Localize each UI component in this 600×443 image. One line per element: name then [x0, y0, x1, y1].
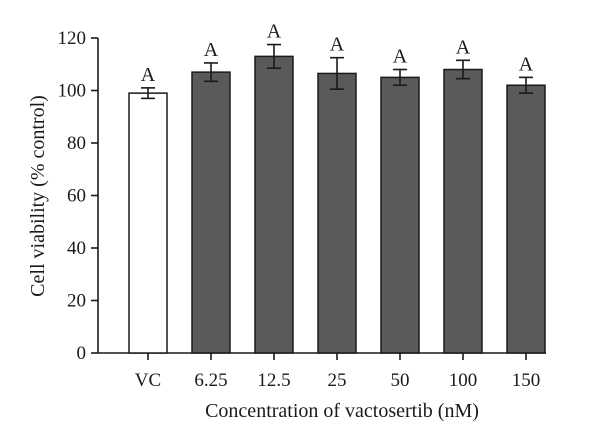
significance-letter: A — [267, 21, 282, 43]
significance-letter: A — [393, 46, 408, 68]
y-tick-label: 60 — [67, 186, 86, 207]
bar — [254, 55, 294, 354]
x-tick-label: 6.25 — [194, 370, 227, 391]
plot-area: 0 20 40 60 80 100 120 A VC A 6.25 A 12.5 A 25 A 50 A 100 A 1… — [58, 21, 546, 391]
y-axis-title: Cell viability (% control) — [27, 95, 49, 297]
x-tick-label: 25 — [328, 370, 347, 391]
x-axis-title: Concentration of vactosertib (nM) — [205, 400, 479, 422]
x-tick-label: 100 — [449, 370, 478, 391]
y-tick-label: 80 — [67, 133, 86, 154]
significance-letter: A — [204, 39, 219, 61]
bar — [128, 92, 168, 354]
significance-letter: A — [519, 53, 534, 75]
bar — [317, 72, 357, 354]
bar — [191, 71, 231, 354]
x-tick-label: 50 — [391, 370, 410, 391]
x-tick-label: 12.5 — [257, 370, 290, 391]
significance-letter: A — [456, 36, 471, 58]
y-tick-label: 120 — [58, 28, 87, 49]
y-tick-label: 0 — [77, 343, 87, 364]
bar — [380, 76, 420, 354]
y-tick-label: 40 — [67, 238, 86, 259]
y-tick-label: 20 — [67, 291, 86, 312]
y-tick-label: 100 — [58, 81, 87, 102]
x-tick-label: VC — [135, 370, 161, 391]
significance-letter: A — [141, 64, 156, 86]
x-tick-label: 150 — [512, 370, 541, 391]
bar — [506, 84, 546, 354]
bar — [443, 68, 483, 354]
significance-letter: A — [330, 34, 345, 56]
